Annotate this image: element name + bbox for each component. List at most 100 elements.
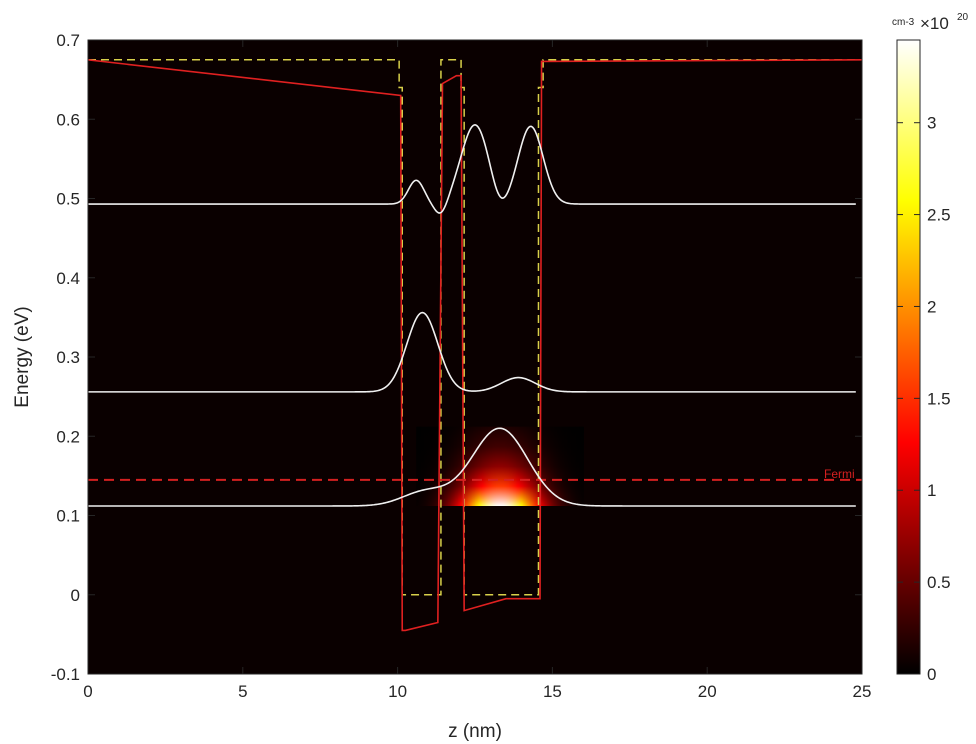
wavefunction-1 xyxy=(88,427,856,507)
density-column xyxy=(466,426,468,506)
density-column xyxy=(485,426,488,506)
density-column xyxy=(561,426,564,506)
density-column xyxy=(450,426,452,506)
density-column xyxy=(546,426,548,506)
density-column xyxy=(445,426,447,506)
density-column xyxy=(509,426,511,506)
density-column xyxy=(522,426,525,506)
density-column xyxy=(502,426,505,506)
density-column xyxy=(538,426,540,506)
density-column xyxy=(495,426,497,506)
density-column xyxy=(418,426,420,506)
density-column xyxy=(474,426,476,506)
density-column xyxy=(423,426,425,506)
colorbar-tick-label: 0.5 xyxy=(927,573,951,592)
density-column xyxy=(486,426,488,506)
density-column xyxy=(557,426,559,506)
y-tick-label: 0.7 xyxy=(56,31,80,50)
density-column xyxy=(490,426,492,506)
colorbar-tick-label: 2.5 xyxy=(927,206,951,225)
band-lines xyxy=(88,59,862,632)
density-column xyxy=(499,426,502,506)
density-column xyxy=(435,426,437,506)
x-tick-label: 5 xyxy=(238,682,247,701)
density-column xyxy=(546,426,549,506)
fermi-label: Fermi xyxy=(824,467,855,481)
density-column xyxy=(477,426,479,506)
axis-ticks: 0 5 10 15 20 25-0.100.10.20.30.40.50.60.7 xyxy=(51,31,872,701)
density-column xyxy=(510,426,512,506)
density-column xyxy=(432,426,434,506)
density-column xyxy=(520,426,523,506)
density-column xyxy=(581,426,584,506)
density-column xyxy=(428,426,430,506)
density-column xyxy=(436,426,438,506)
density-column xyxy=(574,426,576,506)
colorbar-tick-label: 2 xyxy=(927,297,936,316)
density-column xyxy=(434,426,437,506)
y-axis-label: Energy (eV) xyxy=(12,306,33,407)
density-column xyxy=(550,426,552,506)
density-column xyxy=(542,426,544,506)
density-column xyxy=(522,426,524,506)
density-column xyxy=(582,426,584,506)
density-column xyxy=(566,426,568,506)
density-column xyxy=(580,426,582,506)
density-column xyxy=(553,426,555,506)
density-column xyxy=(467,426,469,506)
density-column xyxy=(484,426,486,506)
density-column xyxy=(471,426,473,506)
density-column xyxy=(452,426,454,506)
density-column xyxy=(478,426,480,506)
density-column xyxy=(494,426,496,506)
density-column xyxy=(578,426,581,506)
density-column xyxy=(553,426,556,506)
density-column xyxy=(563,426,565,506)
density-column xyxy=(554,426,557,506)
density-column xyxy=(449,426,451,506)
density-column xyxy=(488,426,490,506)
colorbar-tick-label: 1.5 xyxy=(927,389,951,408)
density-column xyxy=(536,426,539,506)
density-column xyxy=(444,426,447,506)
density-column xyxy=(451,426,454,506)
x-tick-label: 25 xyxy=(853,682,872,701)
density-column xyxy=(523,426,526,506)
density-column xyxy=(421,426,423,506)
density-heatmap xyxy=(416,426,584,506)
density-column xyxy=(481,426,484,506)
density-column xyxy=(500,426,502,506)
density-column xyxy=(417,426,420,506)
x-tick-label: 20 xyxy=(698,682,717,701)
y-tick-label: -0.1 xyxy=(51,665,80,684)
colorbar-multiplier-label: ×10 xyxy=(920,14,949,33)
density-column xyxy=(426,426,428,506)
colorbar xyxy=(896,39,921,675)
density-column xyxy=(548,426,550,506)
density-column xyxy=(493,426,495,506)
density-column xyxy=(472,426,475,506)
density-column xyxy=(471,426,474,506)
density-column xyxy=(433,426,435,506)
density-column xyxy=(543,426,545,506)
density-column xyxy=(433,426,436,506)
density-column xyxy=(528,426,530,506)
density-column xyxy=(461,426,463,506)
density-column xyxy=(564,426,566,506)
density-column xyxy=(460,426,462,506)
density-column xyxy=(427,426,430,506)
density-column xyxy=(560,426,562,506)
x-tick-label: 10 xyxy=(388,682,407,701)
density-column xyxy=(571,426,574,506)
density-column xyxy=(475,426,478,506)
x-tick-label: 15 xyxy=(543,682,562,701)
density-column xyxy=(519,426,521,506)
density-column xyxy=(564,426,567,506)
density-column xyxy=(505,426,508,506)
density-column xyxy=(579,426,581,506)
colorbar-tick-label: 1 xyxy=(927,481,936,500)
density-column xyxy=(529,426,531,506)
density-column xyxy=(498,426,501,506)
density-column xyxy=(485,426,487,506)
